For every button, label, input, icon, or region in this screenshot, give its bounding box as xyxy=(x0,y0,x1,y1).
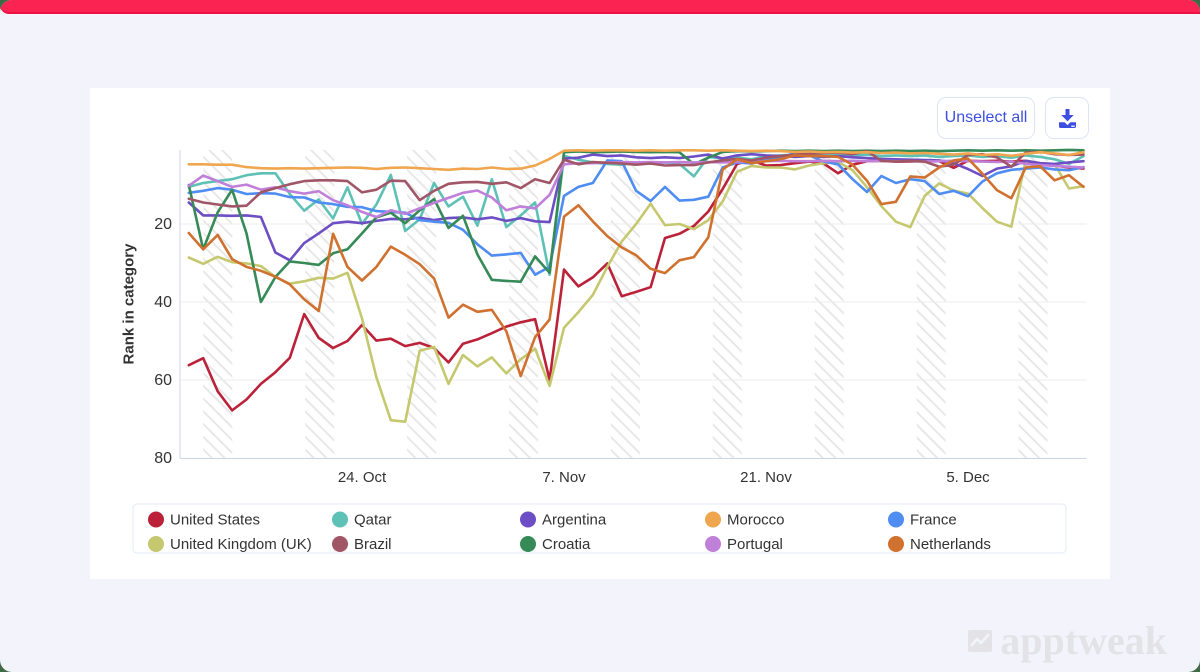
svg-text:21. Nov: 21. Nov xyxy=(740,469,792,486)
svg-text:Croatia: Croatia xyxy=(542,536,591,553)
svg-text:Portugal: Portugal xyxy=(727,536,783,553)
svg-text:Brazil: Brazil xyxy=(354,536,392,553)
svg-text:20: 20 xyxy=(154,216,172,233)
svg-text:United Kingdom (UK): United Kingdom (UK) xyxy=(170,536,312,553)
svg-text:Morocco: Morocco xyxy=(727,512,785,529)
svg-text:United States: United States xyxy=(170,512,260,529)
svg-text:80: 80 xyxy=(154,450,172,467)
svg-text:24. Oct: 24. Oct xyxy=(338,469,387,486)
svg-text:60: 60 xyxy=(154,372,172,389)
svg-text:7. Nov: 7. Nov xyxy=(542,469,586,486)
svg-text:Argentina: Argentina xyxy=(542,512,607,529)
svg-text:Netherlands: Netherlands xyxy=(910,536,991,553)
svg-text:40: 40 xyxy=(154,294,172,311)
svg-text:Rank in category: Rank in category xyxy=(121,243,138,365)
svg-text:France: France xyxy=(910,512,957,529)
svg-text:Qatar: Qatar xyxy=(354,512,392,529)
svg-text:5. Dec: 5. Dec xyxy=(946,469,990,486)
